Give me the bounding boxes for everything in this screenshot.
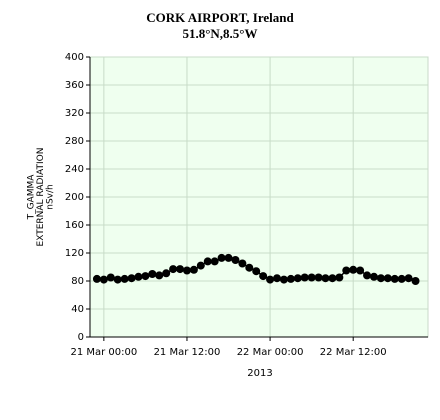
data-point [356, 266, 365, 275]
data-point [182, 266, 191, 275]
data-point [106, 273, 115, 282]
y-axis-label: EXTERNAL RADIATION [36, 148, 46, 247]
y-tick-label: 280 [65, 136, 84, 147]
data-point [196, 261, 205, 270]
data-point [148, 270, 157, 278]
data-point [286, 274, 295, 283]
y-tick-label: 160 [65, 220, 84, 231]
data-point [314, 273, 323, 282]
data-point [335, 273, 344, 282]
data-point [321, 274, 330, 283]
chart-title: CORK AIRPORT, Ireland [146, 10, 294, 25]
data-point [238, 259, 247, 268]
data-point [120, 274, 129, 283]
data-point [162, 269, 171, 278]
y-axis-label: nSv/h [46, 184, 56, 209]
data-point [245, 263, 254, 272]
y-tick-label: 200 [65, 192, 84, 203]
y-tick-label: 240 [65, 164, 84, 175]
data-point [279, 275, 288, 284]
data-point [300, 273, 309, 282]
data-point [113, 275, 122, 284]
data-point [141, 272, 150, 281]
data-point [266, 275, 275, 284]
data-point [369, 272, 378, 281]
data-point [169, 265, 178, 274]
chart-subtitle: 51.8°N,8.5°W [182, 26, 257, 41]
data-point [210, 257, 219, 266]
x-tick-label: 21 Mar 00:00 [70, 347, 137, 358]
data-point [390, 274, 399, 283]
y-tick-label: 40 [71, 304, 84, 315]
data-point [99, 275, 108, 284]
data-point [397, 274, 406, 283]
y-axis-label: T_GAMMA [27, 174, 37, 221]
y-tick-label: 360 [65, 80, 84, 91]
data-point [203, 257, 212, 266]
data-point [155, 271, 164, 280]
data-point [293, 274, 302, 283]
data-point [376, 274, 385, 283]
x-tick-label: 21 Mar 12:00 [154, 347, 221, 358]
data-point [176, 265, 185, 274]
y-tick-label: 80 [71, 276, 84, 287]
data-point [307, 273, 316, 282]
data-point [411, 277, 420, 285]
data-point [217, 253, 226, 262]
data-point [273, 274, 282, 283]
data-point [363, 271, 372, 280]
x-axis-label: 2013 [247, 368, 272, 379]
data-point [349, 265, 358, 274]
data-point [231, 256, 240, 264]
data-point [342, 266, 351, 275]
x-tick-label: 22 Mar 12:00 [320, 347, 387, 358]
data-point [383, 274, 392, 283]
data-point [189, 265, 198, 274]
x-tick-label: 22 Mar 00:00 [237, 347, 304, 358]
data-point [252, 267, 261, 276]
y-tick-label: 320 [65, 108, 84, 119]
data-point [404, 274, 413, 283]
y-tick-label: 400 [65, 52, 84, 63]
data-point [259, 272, 268, 281]
y-tick-label: 0 [78, 332, 84, 343]
y-tick-label: 120 [65, 248, 84, 259]
data-point [328, 274, 337, 283]
data-point [134, 272, 143, 281]
data-point [127, 274, 136, 283]
data-point [224, 253, 233, 262]
data-point [92, 274, 101, 283]
